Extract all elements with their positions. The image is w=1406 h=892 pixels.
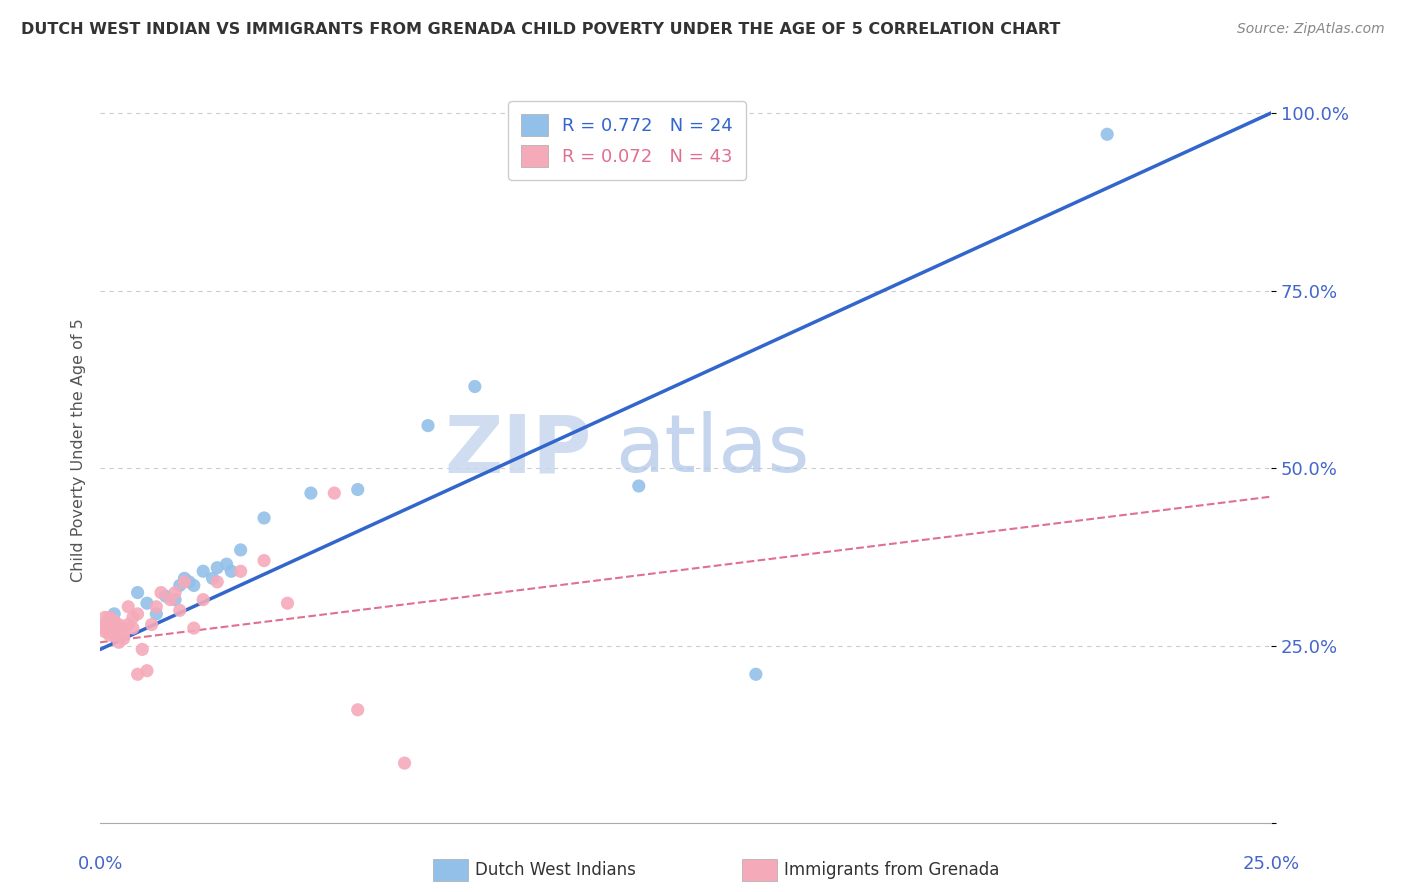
Point <box>155 589 177 603</box>
Point <box>108 635 131 649</box>
Text: DUTCH WEST INDIAN VS IMMIGRANTS FROM GRENADA CHILD POVERTY UNDER THE AGE OF 5 CO: DUTCH WEST INDIAN VS IMMIGRANTS FROM GRE… <box>21 22 1060 37</box>
Point <box>416 418 439 433</box>
Point <box>141 617 163 632</box>
Point <box>205 560 228 574</box>
Point <box>193 564 215 578</box>
Point <box>117 617 139 632</box>
Point <box>103 628 125 642</box>
Point <box>346 703 368 717</box>
Legend: R = 0.772   N = 24, R = 0.072   N = 43: R = 0.772 N = 24, R = 0.072 N = 43 <box>509 102 745 180</box>
Point <box>165 585 187 599</box>
Point <box>94 610 117 624</box>
Point <box>112 628 135 642</box>
Point <box>94 621 117 635</box>
Text: Immigrants from Grenada: Immigrants from Grenada <box>785 861 1000 879</box>
Point <box>229 564 252 578</box>
Point <box>394 756 416 770</box>
Point <box>108 628 131 642</box>
Point <box>103 607 125 621</box>
Point <box>94 617 117 632</box>
Point <box>215 557 238 571</box>
Text: Dutch West Indians: Dutch West Indians <box>475 861 636 879</box>
Point <box>173 571 195 585</box>
Point <box>98 624 121 639</box>
Point <box>169 603 191 617</box>
Point <box>122 610 145 624</box>
Point <box>136 596 159 610</box>
Point <box>117 599 139 614</box>
Text: 25.0%: 25.0% <box>1243 855 1299 872</box>
Point <box>323 486 346 500</box>
Point <box>179 574 201 589</box>
Point <box>193 592 215 607</box>
Point <box>112 621 135 635</box>
Point <box>165 592 187 607</box>
Point <box>253 511 276 525</box>
Text: atlas: atlas <box>616 411 810 490</box>
Point <box>112 632 135 646</box>
Point <box>183 578 205 592</box>
Point <box>103 614 125 628</box>
Point <box>127 667 149 681</box>
Point <box>131 642 153 657</box>
Point <box>627 479 650 493</box>
Point <box>94 624 117 639</box>
Point <box>1095 128 1118 142</box>
Point <box>205 574 228 589</box>
Y-axis label: Child Poverty Under the Age of 5: Child Poverty Under the Age of 5 <box>72 318 86 582</box>
Point <box>145 599 167 614</box>
Point <box>183 621 205 635</box>
Point <box>745 667 768 681</box>
Point <box>98 610 121 624</box>
Point <box>299 486 322 500</box>
Point <box>103 624 125 639</box>
Point <box>219 564 242 578</box>
Point <box>127 585 149 599</box>
Text: ZIP: ZIP <box>444 411 592 490</box>
Point <box>253 553 276 567</box>
Point <box>276 596 298 610</box>
Point <box>98 617 121 632</box>
Point <box>159 592 181 607</box>
Point <box>127 607 149 621</box>
Text: 0.0%: 0.0% <box>77 855 122 872</box>
Point <box>103 621 125 635</box>
Point <box>98 628 121 642</box>
Point <box>145 607 167 621</box>
Point <box>122 621 145 635</box>
Point <box>173 574 195 589</box>
Point <box>150 585 173 599</box>
Point <box>108 617 131 632</box>
Point <box>108 624 131 639</box>
Text: Source: ZipAtlas.com: Source: ZipAtlas.com <box>1237 22 1385 37</box>
Point <box>229 543 252 558</box>
Point <box>464 379 486 393</box>
Point <box>169 578 191 592</box>
Point <box>346 483 368 497</box>
Point <box>136 664 159 678</box>
Point <box>201 571 224 585</box>
